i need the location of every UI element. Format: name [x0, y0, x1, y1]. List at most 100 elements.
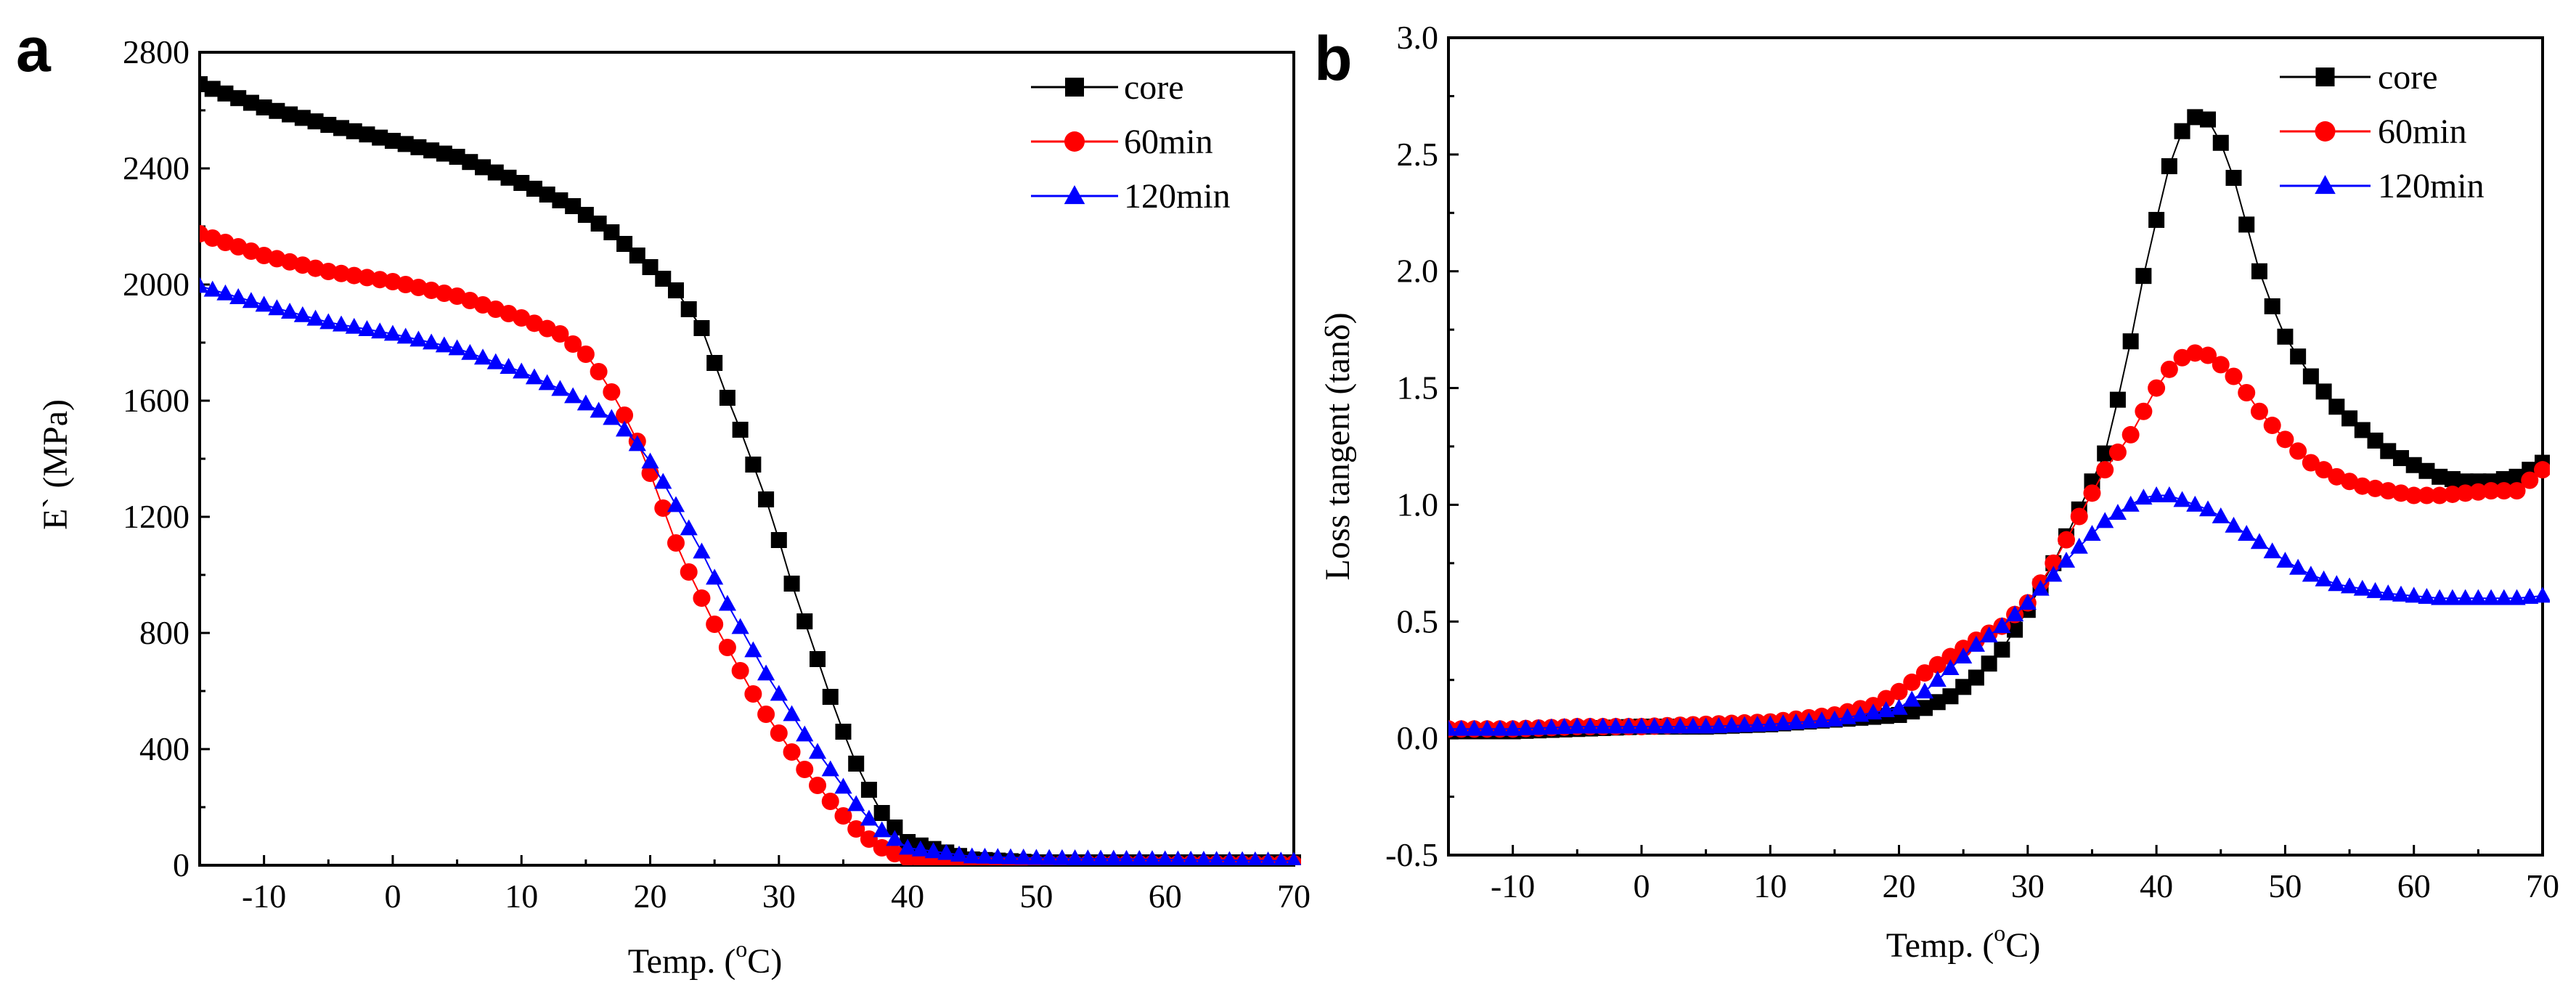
data-point-120min	[538, 374, 556, 391]
y-tick-label-b: 0.0	[1397, 719, 1439, 756]
data-point-120min	[1208, 851, 1225, 865]
data-point-core	[320, 117, 337, 133]
data-point-core	[680, 301, 697, 317]
data-point-60min	[2289, 442, 2307, 460]
data-point-120min	[1838, 708, 1856, 724]
data-point-60min	[333, 264, 351, 282]
data-point-core	[2367, 432, 2384, 449]
data-point-60min	[319, 263, 338, 280]
data-point-core	[487, 164, 504, 181]
data-point-120min	[383, 324, 402, 341]
x-tick-label-a: 10	[505, 878, 538, 915]
data-point-120min	[332, 315, 351, 332]
data-point-120min	[396, 327, 415, 344]
data-point-120min	[1710, 716, 1728, 733]
data-point-60min	[1928, 655, 1947, 674]
y-tick-label-b: 1.5	[1397, 369, 1439, 406]
data-point-120min	[1890, 698, 1908, 715]
data-point-120min	[371, 322, 389, 339]
data-point-120min	[1144, 850, 1161, 865]
data-point-120min	[2315, 570, 2333, 587]
data-point-120min	[1684, 717, 1702, 734]
data-point-120min	[1066, 849, 1084, 865]
data-point-120min	[2482, 589, 2500, 605]
data-point-120min	[2148, 486, 2166, 502]
data-point-core	[2405, 457, 2422, 473]
data-point-120min	[1542, 718, 1560, 735]
data-point-120min	[1645, 717, 1663, 734]
data-point-core	[410, 139, 427, 155]
data-point-120min	[306, 309, 325, 326]
data-point-60min	[2121, 425, 2140, 444]
x-axis-label-a-prefix: Temp. (	[628, 942, 736, 981]
data-point-120min	[1555, 718, 1573, 735]
x-tick-label-a: 50	[1019, 878, 1053, 915]
data-point-120min	[834, 777, 852, 794]
chart-panel-b: -10 0 10 20 30 40 50 60 70 -0.5 0.0 0.5 1.0 1.5 2.0 2.5…	[1318, 19, 2559, 965]
data-point-core	[2444, 471, 2461, 488]
data-point-core	[217, 85, 234, 102]
data-point-120min	[435, 336, 453, 353]
x-tick-label-b: 70	[2526, 867, 2559, 904]
data-point-120min	[1800, 712, 1818, 729]
data-point-120min	[757, 664, 775, 681]
y-tick-label-a: 2000	[123, 266, 189, 303]
data-point-120min	[1787, 713, 1805, 730]
data-point-60min	[603, 383, 621, 401]
data-point-120min	[2005, 605, 2024, 622]
data-point-120min	[808, 743, 827, 759]
data-point-60min	[2199, 346, 2217, 364]
data-point-120min	[1027, 849, 1046, 865]
data-point-120min	[1761, 715, 1780, 732]
data-point-120min	[2276, 552, 2294, 568]
y-tick-label-b: 0.5	[1397, 602, 1439, 639]
data-point-core	[333, 120, 350, 136]
data-point-60min	[2379, 482, 2397, 500]
x-tick-label-b: 40	[2140, 867, 2173, 904]
data-point-60min	[2392, 484, 2410, 502]
data-point-120min	[731, 618, 749, 634]
data-point-core	[307, 113, 324, 130]
data-point-120min	[1092, 849, 1109, 865]
data-point-120min	[2045, 565, 2063, 582]
data-point-core	[462, 154, 478, 171]
data-point-core	[565, 198, 582, 214]
data-point-120min	[1671, 717, 1690, 734]
data-point-core	[269, 102, 285, 119]
data-point-core	[810, 651, 826, 667]
data-point-120min	[2431, 589, 2449, 605]
data-point-120min	[1001, 848, 1020, 865]
data-point-60min	[564, 335, 582, 353]
data-point-120min	[345, 317, 363, 334]
data-point-60min	[2263, 417, 2281, 435]
data-point-core	[2251, 263, 2267, 279]
data-point-60min	[551, 325, 569, 343]
data-point-120min	[1774, 714, 1793, 730]
data-point-core	[745, 457, 762, 473]
data-point-120min	[1040, 849, 1059, 865]
data-point-120min	[796, 725, 814, 742]
data-point-core	[873, 805, 890, 821]
x-tick-label-a: 60	[1149, 878, 1182, 915]
data-point-120min	[2225, 516, 2243, 533]
data-point-120min	[706, 568, 724, 585]
data-point-core	[2302, 368, 2319, 385]
data-point-60min	[2418, 486, 2436, 504]
data-point-core	[2200, 111, 2217, 128]
data-point-core	[2225, 170, 2242, 187]
data-point-120min	[1234, 851, 1250, 865]
panel-label-b: b	[1314, 24, 1353, 94]
data-point-core	[230, 90, 247, 107]
data-point-120min	[1530, 719, 1548, 735]
data-point-60min	[2508, 482, 2526, 500]
data-point-120min	[551, 380, 569, 396]
data-point-120min	[1980, 626, 1998, 642]
data-point-core	[2238, 216, 2255, 233]
data-point-120min	[1014, 849, 1032, 865]
data-point-core	[294, 110, 311, 126]
data-point-120min	[2392, 585, 2410, 602]
data-point-60min	[2148, 379, 2166, 397]
data-point-120min	[448, 339, 466, 356]
data-point-core	[359, 126, 375, 143]
data-point-60min	[2456, 484, 2474, 502]
